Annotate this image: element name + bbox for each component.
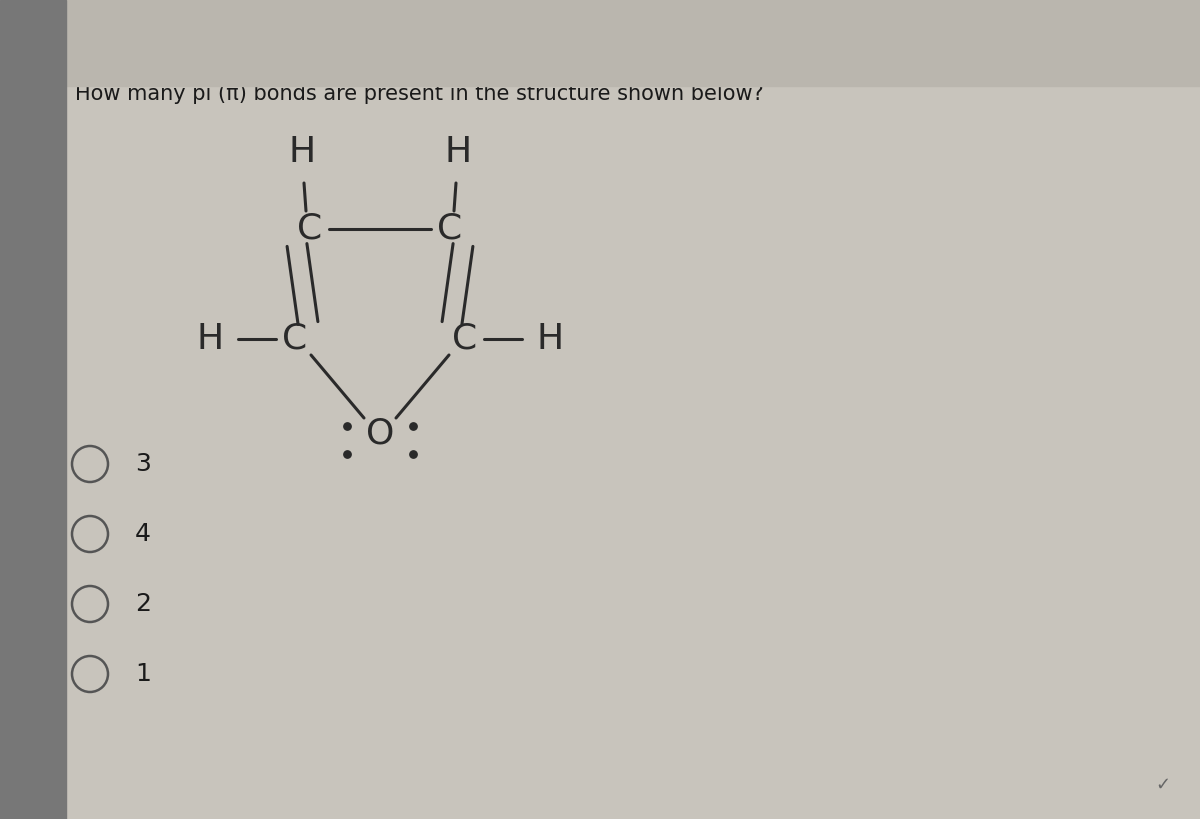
Text: C: C [452,322,478,356]
Text: O: O [366,417,394,451]
Text: C: C [282,322,307,356]
Text: 4: 4 [134,522,151,546]
Text: C: C [298,212,323,246]
Point [403,419,422,432]
Text: H: H [288,135,316,169]
Text: H: H [444,135,472,169]
Text: 1: 1 [134,662,151,686]
Text: H: H [536,322,564,356]
Text: Question 39: Question 39 [74,27,227,47]
Text: 2: 2 [134,592,151,616]
Text: H: H [197,322,223,356]
Text: C: C [437,212,463,246]
Point [403,447,422,460]
Point [337,447,356,460]
Text: ✓: ✓ [1154,776,1170,794]
Text: How many pi (π) bonds are present in the structure shown below?: How many pi (π) bonds are present in the… [74,84,763,104]
Text: 3: 3 [134,452,151,476]
Point [337,419,356,432]
